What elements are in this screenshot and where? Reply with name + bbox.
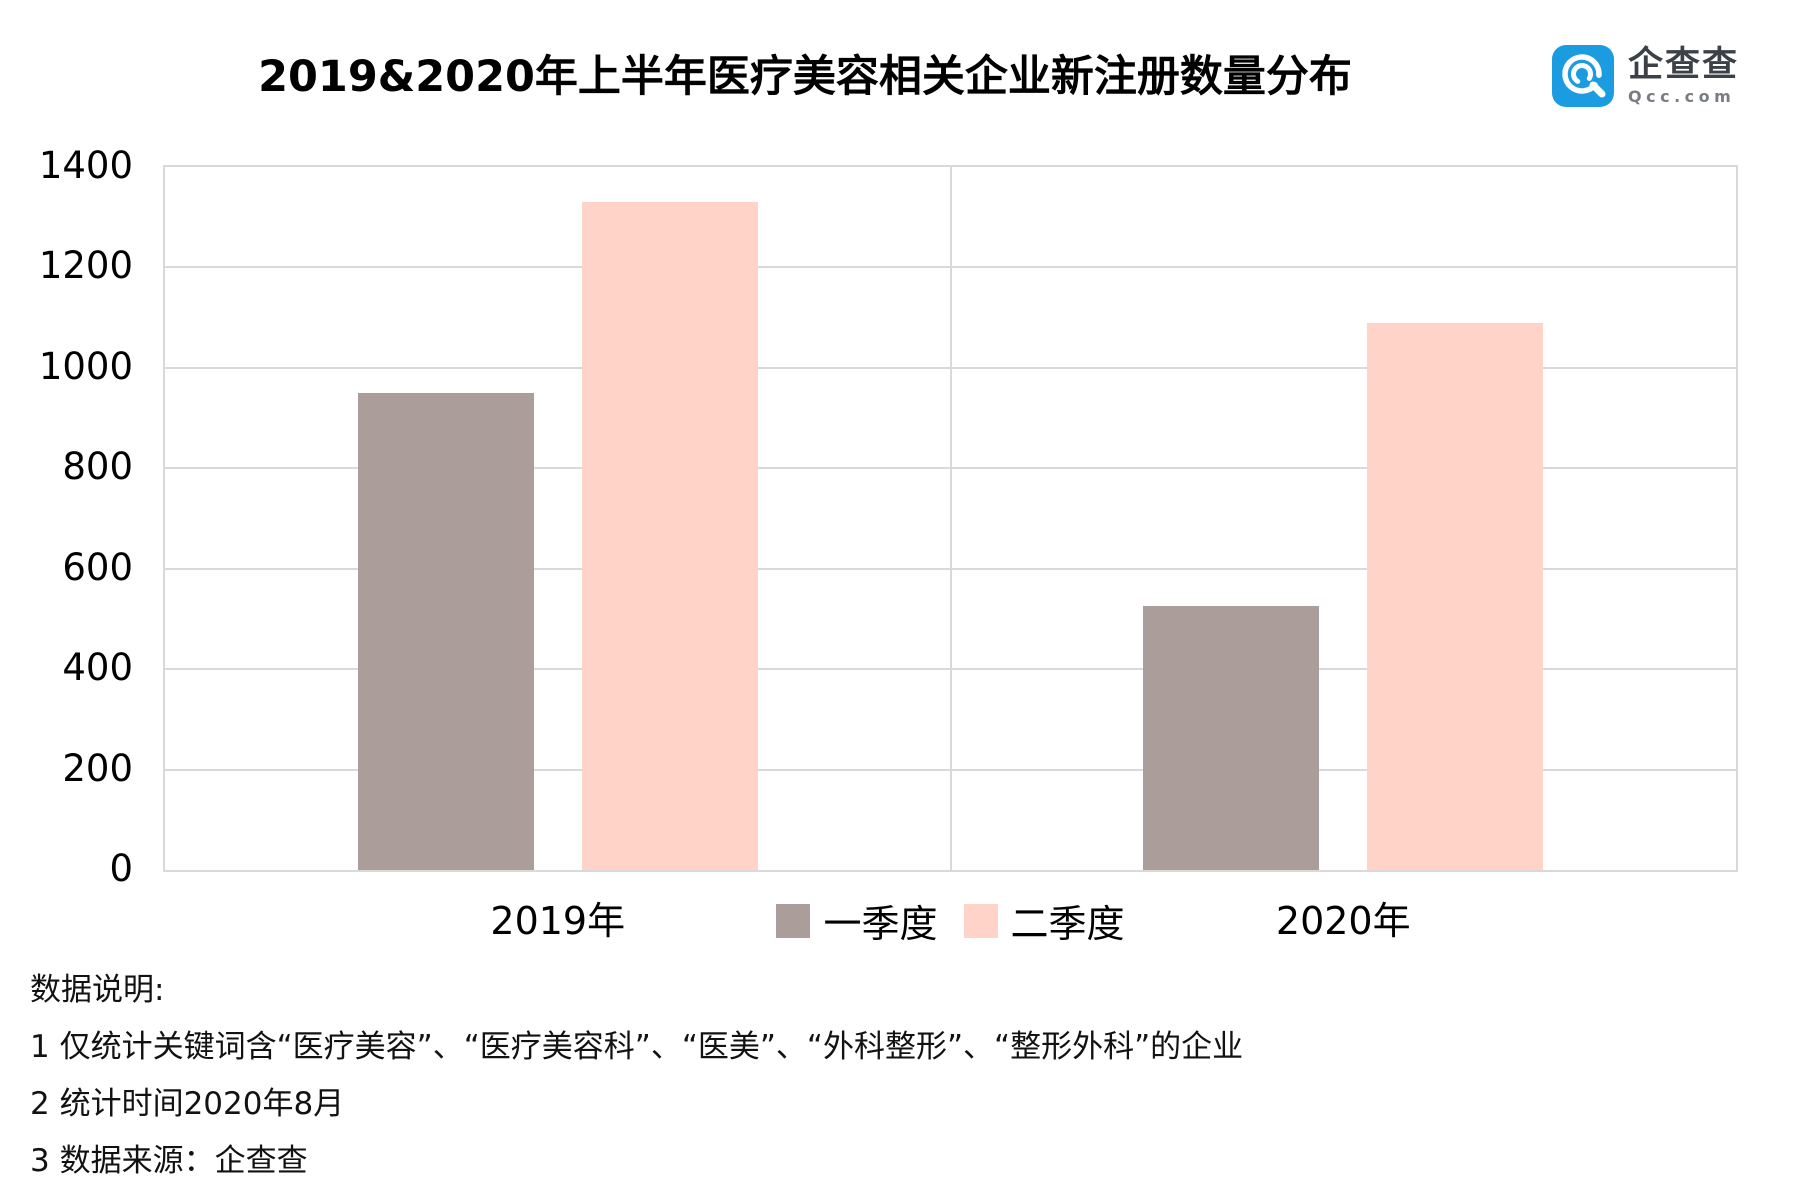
footnote-line: 1 仅统计关键词含“医疗美容”、“医疗美容科”、“医美”、“外科整形”、“整形外…: [30, 1029, 1244, 1065]
y-tick-label-1200: 1200: [38, 244, 133, 288]
qcc-magnifier-icon: [1552, 45, 1614, 107]
legend-item-q2: 二季度: [963, 893, 1125, 948]
qcc-logo: 企查查 Qcc.com: [1551, 44, 1739, 108]
y-tick-label-800: 800: [62, 445, 133, 489]
x-category-label-2020: 2020年: [1275, 899, 1411, 943]
legend-item-q1: 一季度: [776, 893, 938, 948]
bar-2020-q2: [1367, 322, 1544, 870]
y-tick-label-1000: 1000: [38, 344, 133, 388]
footnotes-heading: 数据说明:: [30, 972, 165, 1008]
legend-label-q1: 一季度: [823, 902, 938, 946]
chart-legend: 一季度 二季度: [163, 893, 1738, 948]
category-divider-line: [949, 167, 952, 870]
x-category-label-2019: 2019年: [490, 899, 626, 943]
y-tick-label-0: 0: [109, 847, 133, 890]
bar-2020-q1: [1143, 606, 1320, 870]
legend-label-q2: 二季度: [1010, 902, 1125, 946]
y-tick-label-400: 400: [62, 646, 133, 690]
footnote-line: 2 统计时间2020年8月: [30, 1086, 345, 1122]
page-title: 2019&2020年上半年医疗美容相关企业新注册数量分布: [258, 52, 1352, 102]
plot-area: [163, 165, 1738, 872]
y-tick-label-200: 200: [62, 746, 133, 790]
legend-swatch-q2: [963, 903, 998, 938]
qcc-logo-text: 企查查 Qcc.com: [1628, 46, 1739, 106]
y-tick-label-600: 600: [62, 545, 133, 589]
qcc-logo-name: 企查查: [1628, 45, 1740, 85]
bar-2019-q1: [357, 392, 534, 870]
footnote-line: 3 数据来源：企查查: [30, 1143, 308, 1179]
qcc-logo-domain: Qcc.com: [1628, 87, 1736, 106]
y-tick-label-1400: 1400: [38, 144, 133, 187]
footnotes: 数据说明: 1 仅统计关键词含“医疗美容”、“医疗美容科”、“医美”、“外科整形…: [30, 962, 1243, 1190]
bar-2019-q2: [581, 202, 758, 870]
legend-swatch-q1: [776, 903, 811, 938]
